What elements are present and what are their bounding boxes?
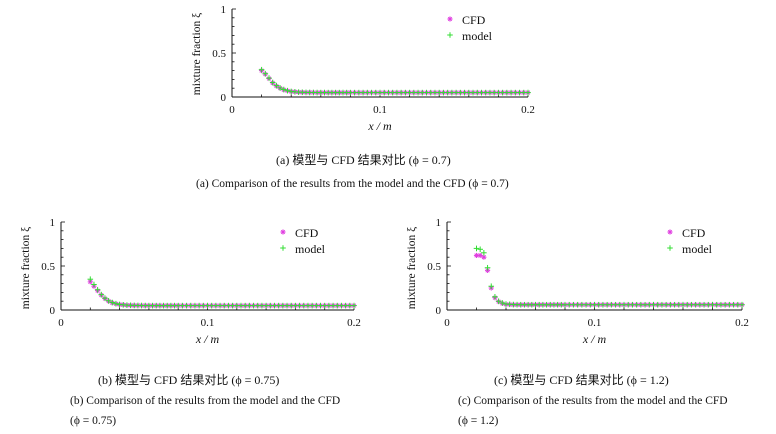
legend-label: model: [682, 242, 713, 256]
caption-b-en: (b) Comparison of the results from the m…: [70, 395, 341, 427]
caption-b-cn: (b) 模型与 CFD 结果对比 (ϕ = 0.75): [98, 373, 280, 387]
series-model: [258, 66, 531, 96]
y-tick-label: 1: [221, 4, 227, 16]
series-model: [473, 245, 745, 308]
data-point-model: [98, 291, 105, 298]
data-point-model: [262, 70, 269, 77]
series-model: [87, 276, 357, 309]
legend: CFD model: [280, 226, 326, 256]
legend-marker-cfd: [280, 229, 286, 235]
data-point-model: [258, 66, 265, 73]
x-tick-label: 0.1: [201, 317, 215, 329]
data-point-model: [525, 89, 531, 96]
y-axis-label: mixture fraction ξ: [191, 13, 203, 95]
legend-marker-model: [280, 245, 286, 251]
data-point-model: [495, 298, 502, 304]
y-tick-label: 1: [436, 217, 442, 229]
data-point-model: [481, 250, 487, 256]
y-tick-label: 0: [436, 305, 442, 317]
data-point-model: [473, 245, 480, 252]
data-point-model: [269, 79, 276, 86]
x-axis-label: x / m: [195, 332, 220, 346]
caption-c-en: (c) Comparison of the results from the m…: [458, 395, 728, 427]
data-point-model: [273, 82, 280, 89]
x-tick-label: 0.1: [373, 104, 387, 116]
x-axis-label: x / m: [582, 332, 607, 346]
y-axis-label: mixture fraction ξ: [20, 227, 32, 309]
legend-marker-cfd: [447, 16, 453, 22]
y-tick-label: 0.5: [212, 48, 226, 60]
x-tick-label: 0.2: [521, 104, 535, 116]
legend-marker-model: [447, 32, 453, 38]
data-point-model: [105, 297, 112, 304]
data-point-model: [488, 283, 495, 290]
data-point-model: [281, 86, 287, 93]
caption-a-en: (a) Comparison of the results from the m…: [196, 178, 509, 190]
x-axis-label: x / m: [367, 119, 392, 133]
y-tick-label: 1: [50, 217, 56, 229]
legend-label: model: [462, 29, 493, 43]
data-point-model: [477, 246, 483, 253]
data-point-model: [87, 276, 94, 282]
data-point-model: [739, 301, 745, 308]
data-point-model: [492, 294, 498, 300]
data-point-model: [94, 286, 101, 293]
series-cfd: [473, 252, 745, 308]
legend-label: CFD: [462, 13, 486, 27]
data-point-model: [113, 300, 119, 307]
y-tick-label: 0.5: [427, 261, 441, 273]
legend-marker-model: [667, 245, 673, 251]
data-point-model: [109, 299, 116, 306]
data-point-model: [284, 87, 291, 94]
data-point-model: [266, 75, 272, 81]
x-tick-label: 0: [444, 317, 450, 329]
x-tick-label: 0.1: [588, 317, 602, 329]
legend-label: model: [295, 242, 326, 256]
x-tick-label: 0: [58, 317, 64, 329]
data-point-cfd: [477, 252, 483, 259]
data-point-model: [91, 281, 97, 288]
legend-label: CFD: [682, 226, 706, 240]
caption-a-cn: (a) 模型与 CFD 结果对比 (ϕ = 0.7): [276, 153, 451, 167]
legend-marker-cfd: [667, 229, 673, 235]
legend: CFD model: [667, 226, 713, 256]
data-point-model: [499, 300, 506, 306]
legend: CFD model: [447, 13, 493, 43]
chart-a: 0 0.1 0.2 0 0.5 1 x / m mixture fraction ξ CFD mo…: [191, 4, 535, 133]
caption-c-cn: (c) 模型与 CFD 结果对比 (ϕ = 1.2): [494, 373, 669, 387]
x-tick-label: 0.2: [735, 317, 749, 329]
y-axis-label: mixture fraction ξ: [406, 227, 418, 309]
data-point-model: [484, 264, 491, 271]
data-point-model: [102, 295, 108, 301]
data-point-model: [277, 85, 283, 91]
data-point-model: [351, 302, 357, 309]
y-tick-label: 0: [221, 92, 227, 104]
x-tick-label: 0.2: [347, 317, 361, 329]
x-tick-label: 0: [229, 104, 235, 116]
y-tick-label: 0: [50, 305, 56, 317]
y-tick-label: 0.5: [41, 261, 55, 273]
legend-label: CFD: [295, 226, 319, 240]
panel-a: 0 0.1 0.2 0 0.5 1 x / m mixture fraction ξ CFD mo…: [0, 0, 776, 200]
